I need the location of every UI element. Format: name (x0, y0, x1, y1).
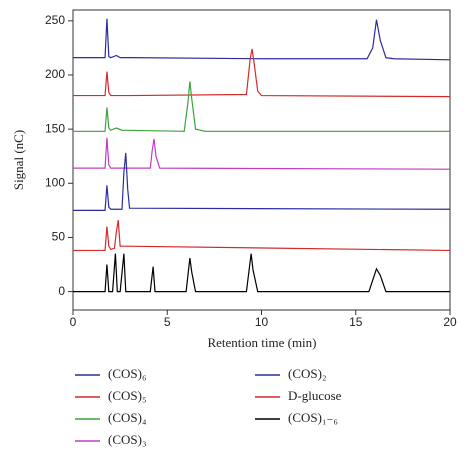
trace (73, 253, 450, 293)
x-tick-label: 15 (349, 315, 363, 329)
legend-label: (COS)₅ (108, 388, 146, 403)
trace (73, 152, 451, 211)
legend-label: (COS)₁₋₆ (288, 410, 338, 425)
legend-label: D-glucose (288, 388, 342, 403)
trace (73, 137, 451, 170)
y-tick-label: 100 (45, 175, 65, 189)
trace (73, 220, 451, 252)
x-tick-label: 0 (70, 315, 77, 329)
trace (73, 18, 451, 61)
x-axis-label: Retention time (min) (207, 335, 316, 350)
y-tick-label: 150 (45, 121, 65, 135)
legend-label: (COS)₂ (288, 366, 326, 381)
legend-label: (COS)₆ (108, 366, 146, 381)
x-tick-label: 10 (255, 315, 269, 329)
trace (73, 81, 450, 132)
x-tick-label: 5 (164, 315, 171, 329)
legend-label: (COS)₃ (108, 432, 146, 447)
y-tick-label: 250 (45, 13, 65, 27)
x-tick-label: 20 (443, 315, 457, 329)
y-tick-label: 200 (45, 67, 65, 81)
y-tick-label: 0 (58, 284, 65, 298)
y-axis-label: Signal (nC) (11, 130, 26, 190)
y-tick-label: 50 (52, 230, 66, 244)
plot-frame (72, 9, 451, 311)
trace (73, 48, 451, 98)
legend-label: (COS)₄ (108, 410, 147, 425)
